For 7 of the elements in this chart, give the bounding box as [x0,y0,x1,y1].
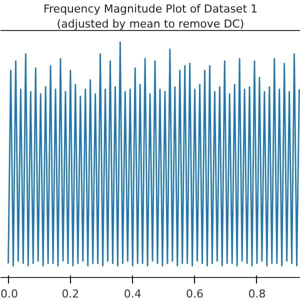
chart-subtitle: (adjusted by mean to remove DC) [56,18,244,30]
x-tick-label: 0.6 [186,288,204,300]
x-tick-label: 0.2 [62,288,80,300]
x-tick-label: 0.4 [124,288,142,300]
x-tick-label: 0.0 [0,288,18,300]
x-tick-label: 0.8 [248,288,266,300]
chart-title: Frequency Magnitude Plot of Dataset 1 [44,2,258,16]
